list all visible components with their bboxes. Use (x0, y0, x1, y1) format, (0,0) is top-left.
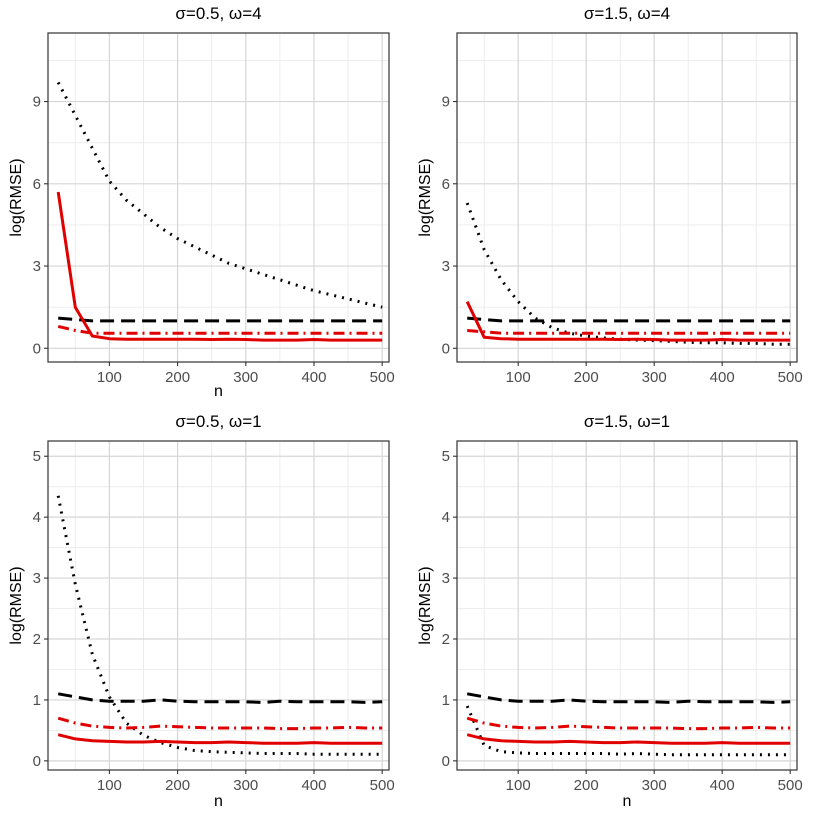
x-tick-label: 300 (233, 777, 258, 794)
panel-2: 100 200 300 400 500 0 3 6 9 σ=1.5, ω=4 log(RMSE) (417, 4, 803, 386)
y-tick-label: 6 (33, 176, 41, 193)
y-tick-label: 5 (442, 448, 450, 465)
series-line-dashed-black (467, 316, 791, 323)
y-tick-label: 2 (33, 631, 41, 648)
series-line-solid-red (465, 301, 791, 342)
plot-background (457, 33, 797, 362)
y-tick-label: 0 (442, 340, 450, 357)
y-tick-label: 3 (33, 258, 41, 275)
panel-4: 100 200 300 400 500 0 1 2 3 4 5 σ=1.5, ω=1 n log(RMSE… (417, 412, 803, 810)
x-tick-label: 200 (574, 369, 599, 386)
series-line-dashed-black (57, 692, 383, 704)
panel-border (456, 440, 798, 771)
y-tick-label: 4 (33, 509, 41, 526)
x-tick-label: 200 (574, 777, 599, 794)
y-tick-label: 2 (442, 631, 450, 648)
x-tick-label: 300 (642, 369, 667, 386)
x-tick-label: 200 (165, 777, 190, 794)
plot-background (48, 33, 389, 362)
panel-border (456, 32, 798, 363)
plot-background (457, 441, 797, 770)
x-tick-label: 100 (97, 369, 122, 386)
x-tick-label: 400 (710, 369, 735, 386)
x-tick-label: 500 (370, 777, 395, 794)
panel-border (47, 440, 390, 771)
x-axis-label: n (623, 793, 632, 810)
y-tick-label: 0 (33, 340, 41, 357)
y-tick-label: 0 (442, 753, 450, 770)
x-tick-label: 400 (301, 777, 326, 794)
y-tick-label: 3 (33, 570, 41, 587)
panel-title: σ=0.5, ω=4 (175, 4, 261, 23)
x-tick-label: 200 (165, 369, 190, 386)
panel-1: 100 200 300 400 500 0 3 6 9 σ=0.5, ω=4 n log(RMSE) (8, 4, 395, 400)
panel-border (47, 32, 390, 363)
x-tick-label: 300 (642, 777, 667, 794)
y-tick-label: 4 (442, 509, 450, 526)
panel-title: σ=1.5, ω=4 (584, 4, 670, 23)
panel-title: σ=0.5, ω=1 (175, 412, 261, 431)
x-tick-label: 400 (301, 369, 326, 386)
y-tick-label: 3 (442, 570, 450, 587)
y-axis-label: log(RMSE) (8, 566, 25, 644)
x-axis-label: n (214, 383, 223, 400)
series-line-dashdot-red (467, 329, 791, 335)
y-tick-label: 9 (442, 94, 450, 111)
y-axis-label: log(RMSE) (417, 158, 434, 236)
series-line-dashdot-red (57, 716, 383, 731)
y-tick-label: 0 (33, 753, 41, 770)
x-tick-label: 500 (778, 777, 803, 794)
series-line-dotted-black (465, 705, 791, 757)
plot-background (48, 441, 389, 770)
series-line-solid-red (466, 733, 791, 745)
y-tick-label: 3 (442, 258, 450, 275)
series-line-solid-red (57, 733, 383, 745)
x-tick-label: 100 (506, 777, 531, 794)
panel-title: σ=1.5, ω=1 (584, 412, 670, 431)
x-tick-label: 400 (710, 777, 735, 794)
y-tick-label: 6 (442, 176, 450, 193)
series-line-dotted-black (56, 81, 383, 309)
series-line-dashed-black (58, 316, 383, 323)
x-tick-label: 300 (233, 369, 258, 386)
series-line-dashdot-red (466, 716, 791, 731)
series-line-dashed-black (466, 692, 791, 704)
x-axis-label: n (214, 793, 223, 810)
series-line-solid-red (56, 191, 383, 342)
y-axis-label: log(RMSE) (417, 566, 434, 644)
x-tick-label: 500 (370, 369, 395, 386)
series-line-dashdot-red (57, 324, 383, 335)
panel-3: 100 200 300 400 500 0 1 2 3 4 5 σ=0.5, ω=1 n log(RMSE… (8, 412, 395, 810)
x-tick-label: 100 (97, 777, 122, 794)
x-tick-label: 500 (778, 369, 803, 386)
x-tick-label: 100 (506, 369, 531, 386)
y-tick-label: 1 (33, 692, 41, 709)
y-tick-label: 1 (442, 692, 450, 709)
y-axis-label: log(RMSE) (8, 158, 25, 236)
y-tick-label: 5 (33, 448, 41, 465)
y-tick-label: 9 (33, 94, 41, 111)
